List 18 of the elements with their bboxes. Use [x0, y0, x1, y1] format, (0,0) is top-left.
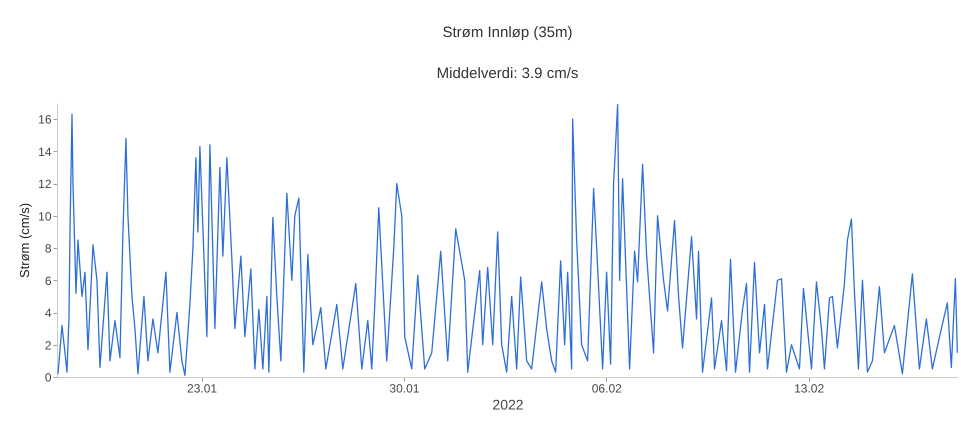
y-tick-label: 2 — [44, 338, 52, 352]
chart-subtitle: Middelverdi: 3.9 cm/s — [436, 65, 578, 82]
line-series — [57, 104, 958, 376]
y-tick-label: 8 — [44, 242, 52, 256]
y-axis-title: Strøm (cm/s) — [17, 202, 32, 278]
y-tick-label: 4 — [44, 306, 52, 320]
x-tick-label: 06.02 — [592, 382, 622, 396]
x-axis-title: 2022 — [492, 396, 524, 412]
y-tick-label: 14 — [38, 144, 52, 159]
y-tick-label: 12 — [38, 177, 52, 192]
x-tick-label: 13.02 — [794, 382, 824, 396]
chart-title: Strøm Innløp (35m) — [442, 24, 573, 41]
y-tick-label: 10 — [38, 209, 52, 224]
y-tick-label: 0 — [44, 370, 52, 384]
y-tick-label: 16 — [38, 112, 52, 127]
x-tick-label: 30.01 — [389, 382, 420, 396]
y-tick-label: 6 — [44, 274, 52, 288]
x-tick-label: 23.01 — [187, 382, 218, 396]
